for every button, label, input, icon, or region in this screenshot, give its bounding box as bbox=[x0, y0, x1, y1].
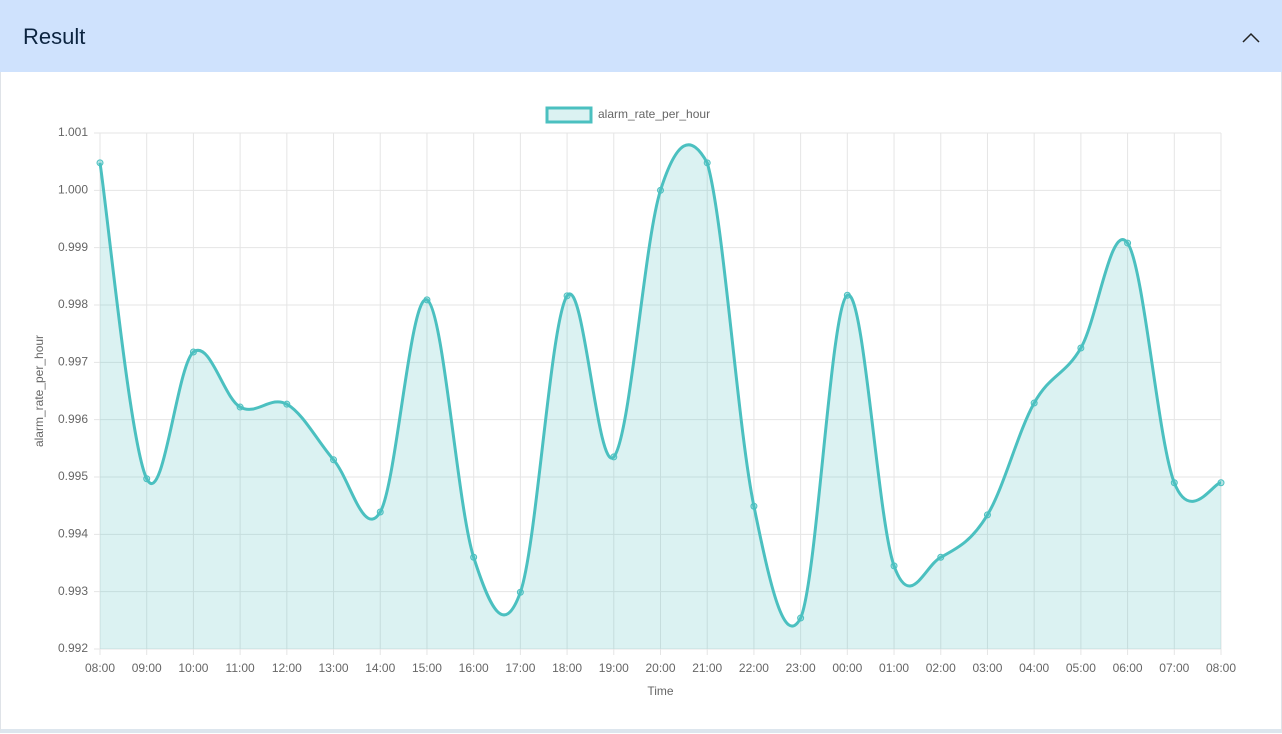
x-tick-label: 17:00 bbox=[505, 661, 535, 675]
header-title: Result bbox=[23, 24, 86, 49]
y-tick-label: 1.001 bbox=[58, 125, 88, 139]
x-tick-label: 12:00 bbox=[272, 661, 302, 675]
x-tick-label: 19:00 bbox=[599, 661, 629, 675]
x-tick-label: 04:00 bbox=[1019, 661, 1049, 675]
x-tick-label: 07:00 bbox=[1159, 661, 1189, 675]
point bbox=[610, 453, 618, 461]
point bbox=[423, 296, 431, 304]
point bbox=[937, 553, 945, 561]
x-tick-label: 05:00 bbox=[1066, 661, 1096, 675]
point bbox=[657, 186, 664, 194]
point bbox=[843, 291, 851, 299]
collapse-icon[interactable] bbox=[0, 0, 1282, 72]
point bbox=[236, 403, 244, 411]
point bbox=[330, 456, 338, 464]
x-tick-label: 09:00 bbox=[132, 661, 162, 675]
point bbox=[1077, 344, 1085, 352]
y-axis-label: alarm_rate_per_hour bbox=[32, 335, 46, 447]
x-tick-label: 01:00 bbox=[879, 661, 909, 675]
point bbox=[1170, 479, 1178, 487]
y-tick-label: 0.996 bbox=[58, 412, 88, 426]
point bbox=[797, 614, 805, 622]
point bbox=[376, 508, 384, 516]
x-tick-label: 08:00 bbox=[1206, 661, 1236, 675]
x-tick-label: 00:00 bbox=[832, 661, 862, 675]
x-tick-label: 14:00 bbox=[365, 661, 395, 675]
y-tick-label: 0.992 bbox=[58, 641, 88, 655]
point bbox=[283, 400, 291, 408]
x-tick-label: 02:00 bbox=[926, 661, 956, 675]
point bbox=[1030, 399, 1038, 407]
x-tick-label: 23:00 bbox=[786, 661, 816, 675]
x-tick-label: 03:00 bbox=[972, 661, 1002, 675]
line bbox=[98, 143, 1222, 628]
x-axis-label: Time bbox=[647, 684, 674, 698]
point bbox=[1124, 239, 1132, 247]
legend-swatch bbox=[545, 106, 593, 124]
y-tick-label: 1.000 bbox=[58, 183, 88, 197]
x-tick-label: 15:00 bbox=[412, 661, 442, 675]
x-tick-label: 08:00 bbox=[85, 661, 115, 675]
x-tick-label: 11:00 bbox=[226, 661, 255, 675]
result-header[interactable]: Result bbox=[0, 0, 1282, 72]
point bbox=[516, 588, 524, 596]
point bbox=[890, 562, 898, 570]
point bbox=[470, 553, 478, 561]
x-tick-label: 22:00 bbox=[739, 661, 769, 675]
point bbox=[750, 502, 758, 510]
y-tick-label: 0.998 bbox=[58, 297, 88, 311]
x-tick-label: 16:00 bbox=[459, 661, 489, 675]
x-tick-label: 06:00 bbox=[1113, 661, 1143, 675]
point bbox=[189, 348, 197, 356]
point bbox=[983, 511, 991, 519]
x-tick-label: 20:00 bbox=[645, 661, 675, 675]
x-tick-label: 18:00 bbox=[552, 661, 582, 675]
y-tick-label: 0.999 bbox=[58, 240, 88, 254]
point bbox=[96, 159, 104, 167]
line-area bbox=[100, 144, 1221, 649]
y-tick-label: 0.993 bbox=[58, 584, 88, 598]
x-tick-label: 10:00 bbox=[178, 661, 208, 675]
y-tick-label: 0.995 bbox=[58, 469, 88, 483]
legend-label: alarm_rate_per_hour bbox=[598, 107, 710, 121]
point bbox=[703, 159, 711, 167]
point bbox=[143, 475, 151, 483]
x-tick-label: 13:00 bbox=[319, 661, 349, 675]
y-tick-label: 0.994 bbox=[58, 527, 88, 541]
point bbox=[1217, 479, 1225, 487]
point bbox=[563, 292, 571, 300]
x-tick-label: 21:00 bbox=[692, 661, 722, 675]
y-tick-label: 0.997 bbox=[58, 355, 88, 369]
